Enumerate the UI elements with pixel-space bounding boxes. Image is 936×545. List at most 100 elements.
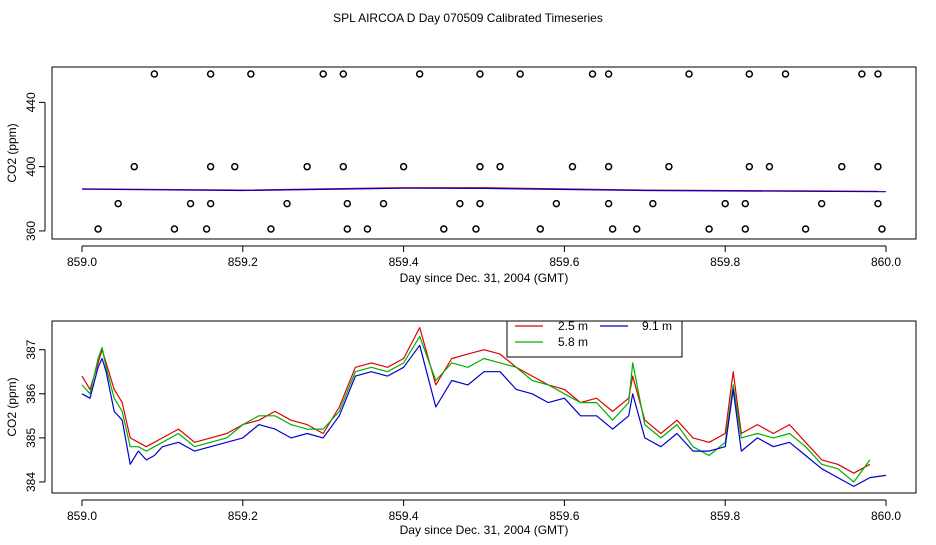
scatter-point (496, 162, 504, 171)
scatter-point (206, 199, 215, 208)
scatter-point (206, 162, 215, 171)
scatter-x-axis-title: Day since Dec. 31, 2004 (GMT) (400, 271, 569, 285)
scatter-point (379, 199, 388, 208)
scatter-y-axis: 360 400 440 (24, 92, 46, 241)
scatter-point (552, 199, 561, 208)
scatter-point (247, 70, 255, 78)
scatter-point (665, 162, 673, 171)
scatter-point (202, 225, 211, 233)
scatter-point (705, 225, 713, 233)
scatter-point (231, 162, 239, 171)
scatter-point (801, 225, 810, 233)
scatter-y-tick-label: 360 (24, 221, 38, 241)
line-x-tick-label: 859.6 (549, 509, 579, 523)
scatter-y-tick-label: 440 (24, 92, 38, 112)
line-y-axis-title: CO2 (ppm) (5, 377, 19, 436)
scatter-x-tick-label: 859.6 (549, 255, 579, 269)
scatter-point (608, 225, 617, 233)
scatter-point (781, 70, 790, 78)
scatter-x-tick-label: 859.8 (710, 255, 740, 269)
scatter-point (343, 225, 352, 233)
legend-box (506, 320, 683, 358)
series-line-5-8-m (81, 335, 871, 483)
scatter-point (363, 225, 372, 233)
scatter-points (94, 70, 886, 233)
scatter-point (838, 162, 846, 171)
line-x-axis: 859.0 859.2 859.4 859.6 859.8 860.0 (67, 499, 901, 523)
line-x-tick-label: 859.0 (67, 509, 97, 523)
line-x-tick-label: 860.0 (871, 509, 901, 523)
scatter-point (536, 225, 545, 233)
line-y-tick-label: 387 (24, 339, 38, 359)
scatter-point (588, 70, 597, 78)
line-plot-frame (51, 320, 917, 494)
series-line-2-5-m (81, 327, 871, 474)
scatter-point (150, 70, 159, 78)
line-y-tick-label: 384 (24, 472, 38, 492)
scatter-point (303, 162, 311, 171)
series-line-mean-blue (81, 187, 887, 193)
scatter-point (604, 70, 613, 78)
scatter-point (415, 70, 424, 78)
scatter-x-tick-label: 859.0 (67, 255, 97, 269)
scatter-point (741, 199, 750, 208)
scatter-point (476, 199, 484, 208)
line-y-tick-label: 386 (24, 383, 38, 403)
scatter-point (94, 225, 102, 233)
line-x-tick-label: 859.4 (389, 509, 419, 523)
scatter-point (649, 199, 657, 208)
scatter-point (858, 70, 866, 78)
scatter-point (878, 225, 886, 233)
scatter-point (114, 199, 122, 208)
scatter-point (456, 199, 464, 208)
scatter-point (765, 162, 774, 171)
legend: 2.5 m 9.1 m 5.8 m (506, 319, 683, 358)
line-y-tick-label: 385 (24, 428, 38, 448)
series-line-9-1-m (81, 344, 887, 487)
scatter-point (516, 70, 524, 78)
line-series (81, 327, 887, 487)
scatter-point (633, 225, 641, 233)
scatter-point (170, 225, 179, 233)
scatter-point (745, 70, 754, 78)
scatter-point (186, 199, 195, 208)
scatter-point (440, 225, 448, 233)
scatter-point (476, 70, 484, 78)
scatter-point (741, 225, 750, 233)
scatter-x-tick-label: 859.2 (228, 255, 258, 269)
page-title: SPL AIRCOA D Day 070509 Calibrated Times… (333, 11, 603, 25)
scatter-point (206, 70, 215, 78)
scatter-mean-lines (81, 187, 887, 193)
scatter-y-tick-label: 400 (24, 156, 38, 176)
line-x-tick-label: 859.8 (710, 509, 740, 523)
scatter-plot-frame (51, 66, 917, 240)
scatter-point (721, 199, 729, 208)
line-x-tick-label: 859.2 (228, 509, 258, 523)
scatter-point (476, 162, 484, 171)
scatter-y-axis-title: CO2 (ppm) (5, 123, 19, 182)
scatter-point (267, 225, 275, 233)
scatter-panel: 859.0 859.2 859.4 859.6 859.8 860.0 360 400 440… (5, 66, 917, 285)
scatter-point (472, 225, 480, 233)
scatter-point (604, 199, 613, 208)
line-panel: 859.0 859.2 859.4 859.6 859.8 860.0 384 385 386… (5, 319, 917, 537)
scatter-point (283, 199, 291, 208)
scatter-point (604, 162, 613, 171)
scatter-point (745, 162, 754, 171)
scatter-point (319, 70, 327, 78)
scatter-x-tick-label: 859.4 (389, 255, 419, 269)
legend-label-9-1m: 9.1 m (642, 319, 672, 333)
scatter-point (874, 162, 882, 171)
legend-label-2-5m: 2.5 m (558, 319, 588, 333)
scatter-point (874, 70, 882, 78)
scatter-point (685, 70, 693, 78)
scatter-x-tick-label: 860.0 (871, 255, 901, 269)
legend-label-5-8m: 5.8 m (558, 335, 588, 349)
scatter-point (399, 162, 408, 171)
scatter-point (130, 162, 139, 171)
scatter-point (339, 70, 348, 78)
line-x-axis-title: Day since Dec. 31, 2004 (GMT) (400, 523, 569, 537)
line-y-axis: 384 385 386 387 (24, 339, 46, 492)
scatter-point (339, 162, 348, 171)
